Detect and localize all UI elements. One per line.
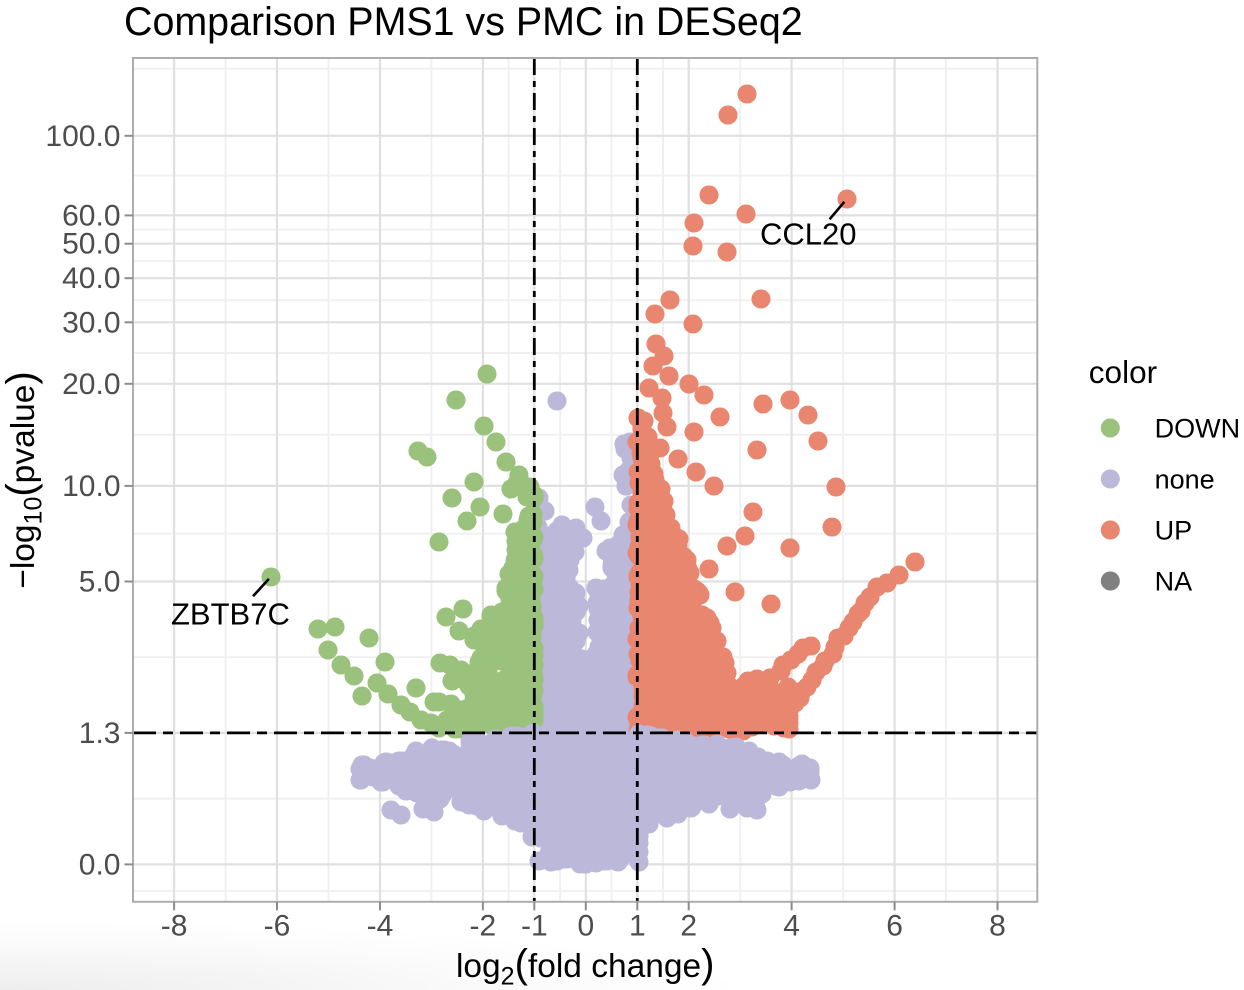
svg-text:20.0: 20.0 [62, 368, 120, 401]
svg-text:30.0: 30.0 [62, 306, 120, 339]
svg-text:UP: UP [1155, 516, 1193, 546]
svg-text:0.0: 0.0 [79, 848, 121, 881]
svg-text:1.3: 1.3 [79, 717, 121, 750]
svg-text:−log10(pvalue): −log10(pvalue) [0, 371, 48, 588]
svg-text:50.0: 50.0 [62, 228, 120, 261]
svg-text:DOWN: DOWN [1155, 414, 1240, 444]
svg-text:5.0: 5.0 [79, 566, 121, 599]
svg-text:4: 4 [783, 910, 800, 943]
svg-text:6: 6 [886, 910, 903, 943]
svg-text:none: none [1155, 465, 1215, 495]
svg-text:NA: NA [1155, 567, 1193, 597]
svg-text:color: color [1089, 354, 1157, 390]
svg-text:ZBTB7C: ZBTB7C [171, 597, 290, 632]
svg-text:CCL20: CCL20 [760, 217, 857, 252]
svg-text:Comparison PMS1 vs PMC in DESe: Comparison PMS1 vs PMC in DESeq2 [124, 0, 803, 44]
svg-text:40.0: 40.0 [62, 262, 120, 295]
svg-text:60.0: 60.0 [62, 199, 120, 232]
svg-text:10.0: 10.0 [62, 470, 120, 503]
svg-text:8: 8 [989, 910, 1006, 943]
svg-text:100.0: 100.0 [45, 120, 120, 153]
